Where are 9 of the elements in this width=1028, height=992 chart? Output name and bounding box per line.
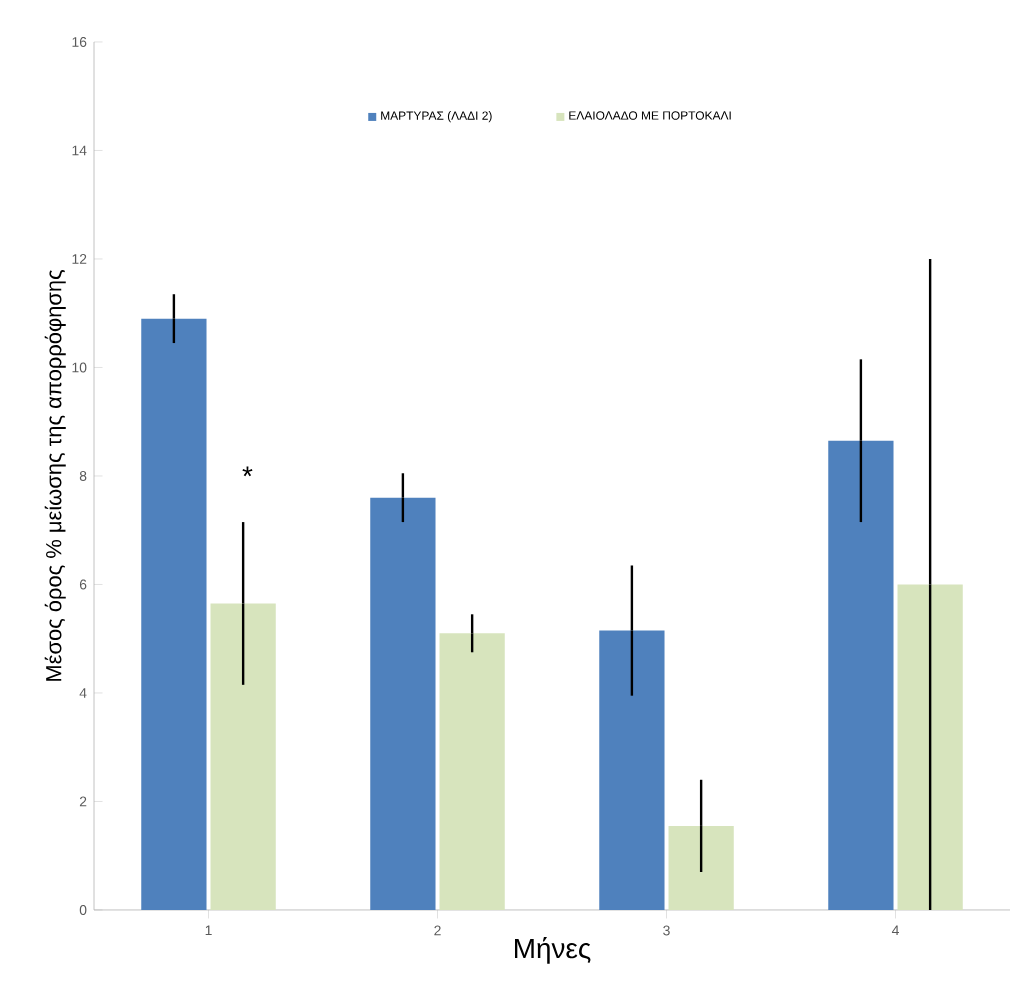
bar — [599, 630, 665, 910]
bar — [210, 603, 276, 910]
bar — [141, 318, 207, 910]
y-axis-title: Μέσος όρος % μείωσης της απορρόφησης — [44, 270, 66, 681]
annotation: * — [242, 466, 253, 477]
bar — [370, 497, 436, 910]
x-axis-title: Μήνες — [515, 937, 591, 964]
bar — [828, 440, 894, 910]
bar — [439, 633, 505, 910]
